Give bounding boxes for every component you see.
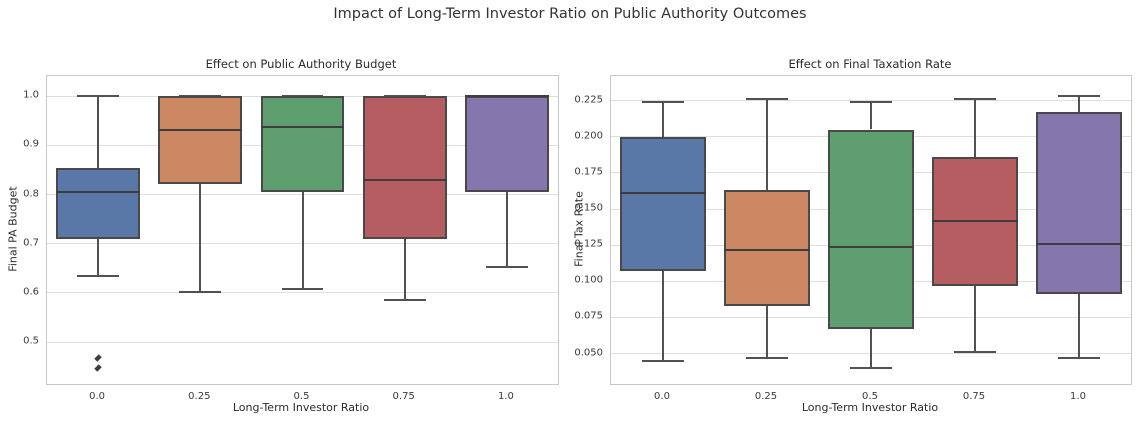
y-gridline: [47, 341, 558, 343]
median-line: [1036, 242, 1122, 245]
box-1.0: [1036, 112, 1122, 295]
upper-whisker: [870, 102, 872, 130]
upper-whisker: [974, 99, 976, 157]
whisker-cap: [179, 290, 222, 293]
median-line: [932, 219, 1018, 222]
median-line: [620, 192, 706, 195]
upper-whisker: [766, 99, 768, 191]
y-tick-label: 0.8: [23, 188, 39, 200]
panel-budget-x-axis-label: Long-Term Investor Ratio: [232, 401, 370, 414]
x-tick-label: 0.25: [188, 391, 211, 402]
median-line: [724, 248, 810, 251]
outlier-point: [94, 354, 102, 362]
lower-whisker: [301, 191, 304, 290]
whisker-cap: [641, 101, 685, 104]
figure-suptitle: Impact of Long-Term Investor Ratio on Pu…: [333, 6, 807, 22]
upper-whisker: [97, 96, 100, 168]
whisker-cap: [1057, 356, 1101, 359]
y-tick-label: 0.7: [23, 237, 39, 249]
box-1.0: [464, 96, 549, 192]
whisker-cap: [1057, 95, 1101, 98]
panel-tax-x-axis-label: Long-Term Investor Ratio: [801, 401, 939, 414]
x-tick-label: 0.75: [392, 391, 415, 402]
median-line: [362, 179, 447, 182]
median-line: [828, 245, 914, 248]
median-line: [464, 95, 549, 98]
lower-whisker: [662, 271, 664, 361]
y-gridline: [611, 100, 1131, 102]
x-tick-label: 1.0: [1070, 391, 1086, 402]
x-tick-label: 0.5: [293, 391, 310, 402]
x-tick-label: 0.25: [754, 391, 778, 402]
whisker-cap: [953, 98, 997, 101]
lower-whisker: [97, 238, 100, 276]
panel-tax-plot-area: [610, 75, 1132, 385]
upper-whisker: [1078, 96, 1080, 113]
whisker-cap: [641, 359, 685, 362]
whisker-cap: [77, 95, 120, 98]
y-tick-label: 0.175: [574, 166, 603, 178]
box-0.25: [158, 96, 243, 185]
whisker-cap: [745, 356, 789, 359]
whisker-cap: [281, 288, 324, 291]
lower-whisker: [505, 191, 508, 267]
panel-budget-title: Effect on Public Authority Budget: [205, 57, 397, 71]
median-line: [260, 125, 345, 128]
panel-tax: Effect on Final Taxation Rate Final Tax …: [570, 44, 1140, 424]
whisker-cap: [77, 274, 120, 277]
median-line: [158, 128, 243, 131]
lower-whisker: [766, 305, 768, 358]
box-0.25: [724, 190, 810, 306]
y-tick-label: 0.200: [574, 130, 603, 142]
box-0.5: [828, 129, 914, 330]
upper-whisker: [662, 102, 664, 137]
whisker-cap: [745, 98, 789, 101]
y-tick-label: 0.075: [574, 310, 603, 322]
y-tick-label: 0.5: [23, 335, 39, 347]
panel-budget-y-axis-label: Final PA Budget: [6, 186, 20, 272]
y-tick-label: 0.125: [574, 238, 603, 250]
x-tick-label: 0.75: [962, 391, 986, 402]
box-0.5: [260, 96, 345, 192]
panel-budget: Effect on Public Authority Budget Final …: [0, 44, 570, 424]
whisker-cap: [485, 265, 528, 268]
median-line: [56, 190, 140, 193]
y-tick-label: 1.0: [23, 89, 39, 101]
outlier-point: [94, 364, 102, 372]
box-0.75: [362, 96, 447, 240]
whisker-cap: [849, 367, 893, 370]
lower-whisker: [403, 239, 406, 300]
box-0.0: [620, 136, 706, 272]
y-tick-label: 0.6: [23, 286, 39, 298]
lower-whisker: [1078, 294, 1080, 358]
y-tick-label: 0.225: [574, 94, 603, 106]
y-tick-label: 0.150: [574, 202, 603, 214]
y-tick-label: 0.100: [574, 274, 603, 286]
lower-whisker: [199, 184, 202, 292]
whisker-cap: [849, 101, 893, 104]
y-tick-label: 0.050: [574, 347, 603, 359]
whisker-cap: [383, 298, 426, 301]
panel-budget-plot-area: [46, 75, 559, 385]
lower-whisker: [870, 329, 872, 369]
x-tick-label: 0.5: [862, 391, 878, 402]
box-0.0: [56, 168, 140, 239]
panel-tax-title: Effect on Final Taxation Rate: [788, 57, 952, 71]
x-tick-label: 1.0: [497, 391, 514, 402]
y-gridline: [47, 292, 558, 294]
y-tick-label: 0.9: [23, 138, 39, 150]
whisker-cap: [953, 351, 997, 354]
lower-whisker: [974, 285, 976, 353]
x-tick-label: 0.0: [89, 391, 106, 402]
x-tick-label: 0.0: [654, 391, 670, 402]
